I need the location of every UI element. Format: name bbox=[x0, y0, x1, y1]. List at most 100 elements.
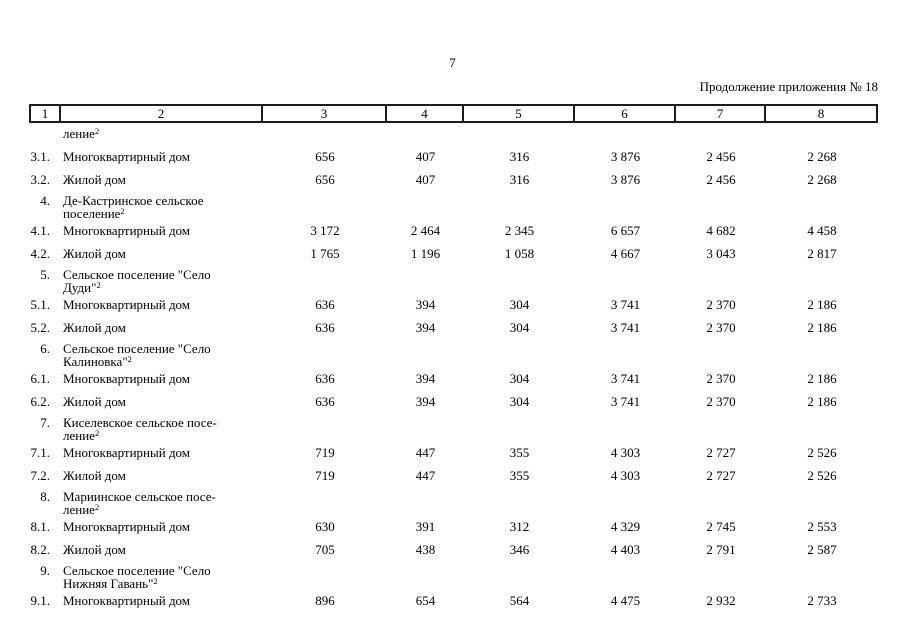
table-row: 6. Сельское поселение "Село Калиновка"2 bbox=[29, 340, 878, 368]
cell-value-col6: 4 667 bbox=[610, 246, 641, 261]
row-label: Киселевское сельское посе-ление2 bbox=[61, 416, 263, 442]
cell-value-col7: 2 370 bbox=[706, 320, 736, 335]
cell-value-col4: 394 bbox=[415, 297, 436, 312]
cell-value-col5: 346 bbox=[509, 542, 530, 557]
cell-value-col6: 3 741 bbox=[610, 371, 641, 386]
cell-value-col4: 391 bbox=[415, 519, 436, 534]
row-label: Жилой дом bbox=[61, 469, 263, 482]
cell-value-col4: 2 464 bbox=[410, 223, 441, 238]
cell-value-col8: 2 268 bbox=[807, 149, 837, 164]
row-number: 4.1. bbox=[30, 223, 51, 238]
table-row: 9.1. Многоквартирный дом 896 654 564 4 4… bbox=[29, 590, 878, 613]
cell-value-col4: 394 bbox=[415, 320, 436, 335]
cell-value-col6: 4 303 bbox=[610, 445, 641, 460]
cell-value-col8: 2 817 bbox=[807, 246, 837, 261]
row-number: 9. bbox=[40, 563, 50, 578]
cell-value-col4: 407 bbox=[415, 149, 436, 164]
cell-value-col5: 316 bbox=[509, 149, 530, 164]
table-row: 3.1. Многоквартирный дом 656 407 316 3 8… bbox=[29, 146, 878, 169]
cell-value-col5: 312 bbox=[509, 519, 530, 534]
row-label: Многоквартирный дом bbox=[61, 446, 263, 459]
cell-value-col7: 3 043 bbox=[706, 246, 736, 261]
row-number: 4.2. bbox=[30, 246, 51, 261]
cell-value-col7: 2 456 bbox=[706, 172, 736, 187]
cell-value-col7: 2 370 bbox=[706, 371, 736, 386]
row-label-line: Жилой дом bbox=[63, 468, 126, 483]
cell-value-col3: 656 bbox=[315, 172, 335, 187]
row-label: Многоквартирный дом bbox=[61, 224, 263, 237]
cell-value-col8: 4 458 bbox=[807, 223, 837, 238]
cell-value-col4: 407 bbox=[415, 172, 436, 187]
footnote-marker: 2 bbox=[96, 280, 101, 290]
cell-value-col7: 2 932 bbox=[706, 593, 736, 608]
table-row: 6.2. Жилой дом 636 394 304 3 741 2 370 2… bbox=[29, 391, 878, 414]
row-label-line: Многоквартирный дом bbox=[63, 223, 191, 238]
cell-value-col4: 447 bbox=[415, 445, 436, 460]
table-header-cell-4: 4 bbox=[387, 106, 464, 121]
cell-value-col5: 1 058 bbox=[504, 246, 535, 261]
row-label-line: Нижняя Гавань"2 bbox=[63, 576, 158, 591]
footnote-marker: 2 bbox=[94, 126, 100, 136]
table-row: 5.2. Жилой дом 636 394 304 3 741 2 370 2… bbox=[29, 317, 878, 340]
cell-value-col5: 355 bbox=[509, 468, 530, 483]
table-row: 4. Де-Кастринское сельское поселение2 bbox=[29, 192, 878, 220]
cell-value-col8: 2 587 bbox=[807, 542, 837, 557]
cell-value-col8: 2 186 bbox=[807, 371, 837, 386]
row-label-line: Жилой дом bbox=[63, 542, 126, 557]
cell-value-col3: 656 bbox=[315, 149, 335, 164]
cell-value-col3: 3 172 bbox=[310, 223, 340, 238]
cell-value-col3: 896 bbox=[315, 593, 335, 608]
row-label-line: Сельское поселение "Село bbox=[63, 563, 211, 578]
row-label-line: Мариинское сельское посе- bbox=[63, 489, 216, 504]
cell-value-col3: 630 bbox=[315, 519, 335, 534]
cell-value-col7: 2 727 bbox=[706, 445, 736, 460]
row-label-line: ление2 bbox=[63, 126, 100, 141]
table-row: 4.1. Многоквартирный дом 3 172 2 464 2 3… bbox=[29, 220, 878, 243]
row-label-line: Калиновка"2 bbox=[63, 354, 132, 369]
row-label: Жилой дом bbox=[61, 321, 263, 334]
cell-value-col8: 2 526 bbox=[807, 445, 837, 460]
row-label-line: Многоквартирный дом bbox=[63, 445, 191, 460]
cell-value-col4: 447 bbox=[415, 468, 436, 483]
row-number: 5.1. bbox=[30, 297, 51, 312]
table-row: ление2 bbox=[29, 123, 878, 146]
cell-value-col7: 2 791 bbox=[706, 542, 736, 557]
row-number: 5.2. bbox=[30, 320, 51, 335]
row-label: Многоквартирный дом bbox=[61, 520, 263, 533]
table-row: 5. Сельское поселение "Село Дуди"2 bbox=[29, 266, 878, 294]
cell-value-col7: 2 456 bbox=[706, 149, 736, 164]
row-label-line: Многоквартирный дом bbox=[63, 593, 191, 608]
table-header-cell-6: 6 bbox=[575, 106, 676, 121]
row-number: 3.1. bbox=[30, 149, 51, 164]
row-number: 4. bbox=[40, 193, 50, 208]
cell-value-col5: 304 bbox=[509, 320, 530, 335]
table-row: 9. Сельское поселение "Село Нижняя Гавань… bbox=[29, 562, 878, 590]
cell-value-col6: 4 303 bbox=[610, 468, 641, 483]
row-label: Жилой дом bbox=[61, 543, 263, 556]
row-label: Многоквартирный дом bbox=[61, 594, 263, 607]
cell-value-col7: 2 370 bbox=[706, 394, 736, 409]
cell-value-col5: 304 bbox=[509, 371, 530, 386]
row-label: Де-Кастринское сельское поселение2 bbox=[61, 194, 263, 220]
cell-value-col3: 636 bbox=[315, 297, 335, 312]
row-label-line: поселение2 bbox=[63, 206, 125, 221]
table-row: 8.2. Жилой дом 705 438 346 4 403 2 791 2… bbox=[29, 539, 878, 562]
row-number: 3.2. bbox=[30, 172, 51, 187]
row-label-line: Многоквартирный дом bbox=[63, 297, 191, 312]
row-label-line: ление2 bbox=[63, 428, 100, 443]
table-header-cell-2: 2 bbox=[61, 106, 263, 121]
table-header-cell-3: 3 bbox=[263, 106, 387, 121]
row-label: Многоквартирный дом bbox=[61, 372, 263, 385]
row-label-line: Жилой дом bbox=[63, 320, 126, 335]
cell-value-col6: 3 876 bbox=[610, 149, 641, 164]
cell-value-col6: 4 329 bbox=[610, 519, 641, 534]
cell-value-col8: 2 268 bbox=[807, 172, 837, 187]
cell-value-col5: 2 345 bbox=[504, 223, 535, 238]
row-label-line: Дуди"2 bbox=[63, 280, 101, 295]
row-label: Жилой дом bbox=[61, 247, 263, 260]
row-number: 8.1. bbox=[30, 519, 51, 534]
row-label-line: Многоквартирный дом bbox=[63, 371, 191, 386]
